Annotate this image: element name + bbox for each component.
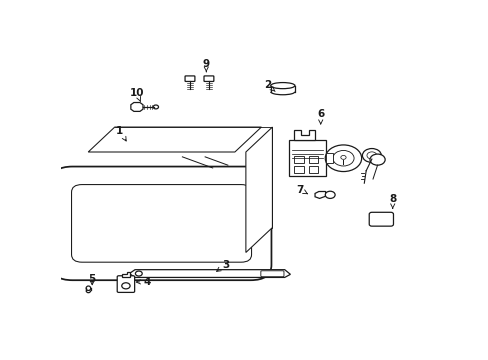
FancyBboxPatch shape xyxy=(71,185,251,262)
Polygon shape xyxy=(122,272,129,277)
FancyBboxPatch shape xyxy=(203,76,213,81)
Polygon shape xyxy=(314,192,325,198)
FancyBboxPatch shape xyxy=(308,166,318,174)
FancyBboxPatch shape xyxy=(294,156,304,163)
FancyBboxPatch shape xyxy=(117,276,134,292)
FancyBboxPatch shape xyxy=(260,271,284,277)
Circle shape xyxy=(332,150,353,166)
Text: 4: 4 xyxy=(136,276,151,287)
Circle shape xyxy=(340,156,346,159)
Circle shape xyxy=(122,283,130,289)
Polygon shape xyxy=(294,130,314,140)
Polygon shape xyxy=(129,270,290,278)
Text: 10: 10 xyxy=(129,88,144,101)
FancyBboxPatch shape xyxy=(184,76,195,81)
Ellipse shape xyxy=(270,82,294,89)
FancyBboxPatch shape xyxy=(308,156,318,163)
FancyBboxPatch shape xyxy=(52,167,271,280)
Text: 1: 1 xyxy=(116,126,126,141)
Circle shape xyxy=(366,152,376,159)
Text: 3: 3 xyxy=(216,260,229,271)
Circle shape xyxy=(369,154,385,165)
Ellipse shape xyxy=(86,286,90,291)
Circle shape xyxy=(362,149,381,162)
Circle shape xyxy=(325,145,361,172)
Text: 6: 6 xyxy=(316,109,324,124)
Text: 9: 9 xyxy=(203,59,209,72)
FancyBboxPatch shape xyxy=(368,212,393,226)
FancyBboxPatch shape xyxy=(288,140,326,176)
FancyBboxPatch shape xyxy=(294,166,304,174)
Circle shape xyxy=(325,191,334,198)
Polygon shape xyxy=(245,127,272,252)
Circle shape xyxy=(153,105,158,109)
Text: 8: 8 xyxy=(388,194,396,208)
Text: 7: 7 xyxy=(296,185,307,194)
Text: 2: 2 xyxy=(264,80,275,91)
Polygon shape xyxy=(131,103,142,111)
FancyBboxPatch shape xyxy=(326,153,332,163)
Text: 5: 5 xyxy=(88,274,96,285)
Circle shape xyxy=(135,271,142,276)
Polygon shape xyxy=(88,127,261,152)
